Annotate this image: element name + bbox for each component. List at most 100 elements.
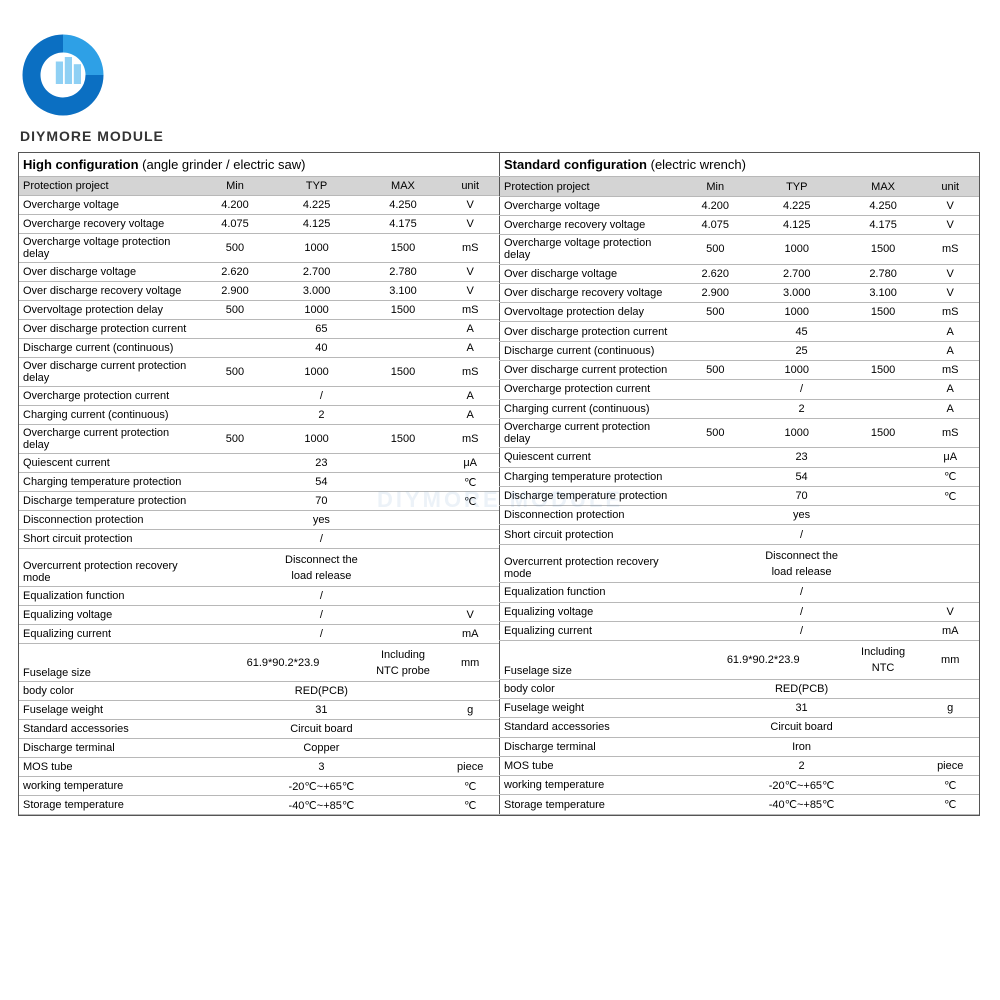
cell-min: 2.620	[682, 264, 749, 283]
cell-unit: mA	[441, 625, 499, 644]
cell-max: IncludingNTC probe	[365, 644, 442, 682]
cell-unit: piece	[441, 758, 499, 777]
cell-typ: Circuit board	[682, 718, 922, 737]
cell-min: 500	[201, 234, 268, 263]
table-row: Overcharge recovery voltage4.0754.1254.1…	[19, 215, 499, 234]
row-label: MOS tube	[19, 758, 201, 777]
row-label: Overcharge protection current	[500, 380, 682, 399]
table-row: Equalization function/	[19, 587, 499, 606]
cell-unit: V	[921, 215, 979, 234]
row-label: Fuselage weight	[19, 701, 201, 720]
cell-unit: A	[441, 320, 499, 339]
cell-max: 1500	[365, 358, 442, 387]
cell-min: 500	[682, 418, 749, 447]
table-row: Quiescent current23μA	[500, 448, 980, 467]
row-label: Fuselage size	[500, 641, 682, 680]
cell-unit: mS	[921, 235, 979, 264]
table-row: Overcharge voltage protection delay50010…	[19, 234, 499, 263]
cell-typ: -40℃~+85℃	[201, 796, 441, 815]
cell-typ: 54	[682, 467, 922, 486]
cell-typ: 1000	[269, 301, 365, 320]
table-row: Over discharge voltage2.6202.7002.780V	[19, 263, 499, 282]
cell-unit: A	[441, 406, 499, 425]
cell-unit: ℃	[441, 473, 499, 492]
cell-typ: 65	[201, 320, 441, 339]
table-row: Discharge temperature protection70℃	[500, 486, 980, 505]
table-row: Overvoltage protection delay50010001500m…	[19, 301, 499, 320]
row-label: Over discharge protection current	[500, 322, 682, 341]
cell-min: 500	[682, 303, 749, 322]
cell-max: 1500	[845, 418, 922, 447]
table-row: working temperature-20℃~+65℃℃	[500, 776, 980, 795]
cell-typ: Copper	[201, 739, 441, 758]
table-row: Storage temperature-40℃~+85℃℃	[19, 796, 499, 815]
cell-unit: V	[441, 606, 499, 625]
cell-typ: 54	[201, 473, 441, 492]
table-row: Over discharge protection current45A	[500, 322, 980, 341]
cell-unit: V	[921, 283, 979, 302]
cell-max: 3.100	[365, 282, 442, 301]
row-label: Discharge temperature protection	[500, 486, 682, 505]
column-header: Min	[201, 177, 268, 196]
table-row: Overcharge recovery voltage4.0754.1254.1…	[500, 215, 980, 234]
row-label: Quiescent current	[19, 454, 201, 473]
table-high-config: High configuration (angle grinder / elec…	[19, 153, 499, 815]
table-row: Over discharge current protection delay5…	[19, 358, 499, 387]
cell-min: 4.075	[201, 215, 268, 234]
cell-max: 4.250	[365, 196, 442, 215]
row-label: Equalizing current	[19, 625, 201, 644]
table-row: Equalizing current/mA	[500, 621, 980, 640]
cell-unit: ℃	[921, 795, 979, 815]
table-row: Overcharge protection current/A	[500, 380, 980, 399]
cell-unit: V	[441, 215, 499, 234]
column-header: unit	[921, 177, 979, 196]
table-row: MOS tube3piece	[19, 758, 499, 777]
table-row: Equalizing voltage/V	[19, 606, 499, 625]
cell-unit: ℃	[921, 776, 979, 795]
row-label: Storage temperature	[500, 795, 682, 815]
table-row: Disconnection protectionyes	[19, 511, 499, 530]
cell-typ: 4.225	[749, 196, 845, 215]
table-row: Charging temperature protection54℃	[19, 473, 499, 492]
cell-max: 1500	[365, 301, 442, 320]
table-title: Standard configuration (electric wrench)	[500, 153, 980, 177]
tables-container: High configuration (angle grinder / elec…	[18, 152, 980, 816]
table-row: body colorRED(PCB)	[19, 682, 499, 701]
table-row: Equalizing current/mA	[19, 625, 499, 644]
table-row: Discharge current (continuous)40A	[19, 339, 499, 358]
cell-unit: mS	[441, 234, 499, 263]
table-row: Fuselage weight31g	[500, 699, 980, 718]
cell-min: 500	[201, 358, 268, 387]
table-row: Overcurrent protection recovery modeDisc…	[500, 544, 980, 583]
cell-typ: Disconnect theload release	[201, 549, 441, 587]
row-label: Standard accessories	[500, 718, 682, 737]
cell-unit: mS	[921, 418, 979, 447]
row-label: Discharge terminal	[500, 737, 682, 756]
cell-unit: V	[921, 196, 979, 215]
cell-typ: 25	[682, 341, 922, 360]
cell-typ: yes	[682, 506, 922, 525]
table-row: Discharge temperature protection70℃	[19, 492, 499, 511]
cell-unit: V	[921, 602, 979, 621]
cell-unit: ℃	[921, 467, 979, 486]
cell-unit: g	[921, 699, 979, 718]
table-row: Quiescent current23μA	[19, 454, 499, 473]
cell-typ: 1000	[749, 235, 845, 264]
table-row: Fuselage weight31g	[19, 701, 499, 720]
row-label: Short circuit protection	[500, 525, 682, 544]
row-label: Equalizing current	[500, 621, 682, 640]
cell-unit: mA	[921, 621, 979, 640]
table-row: Overcharge protection current/A	[19, 387, 499, 406]
cell-unit	[921, 718, 979, 737]
cell-unit: μA	[441, 454, 499, 473]
cell-max: 2.780	[845, 264, 922, 283]
row-label: Over discharge current protection	[500, 361, 682, 380]
cell-min: 4.200	[201, 196, 268, 215]
cell-typ: 2	[682, 756, 922, 775]
cell-typ: yes	[201, 511, 441, 530]
row-label: Charging temperature protection	[500, 467, 682, 486]
table-row: Over discharge recovery voltage2.9003.00…	[500, 283, 980, 302]
row-label: Overcharge voltage	[500, 196, 682, 215]
cell-typ: /	[201, 606, 441, 625]
row-label: Discharge temperature protection	[19, 492, 201, 511]
